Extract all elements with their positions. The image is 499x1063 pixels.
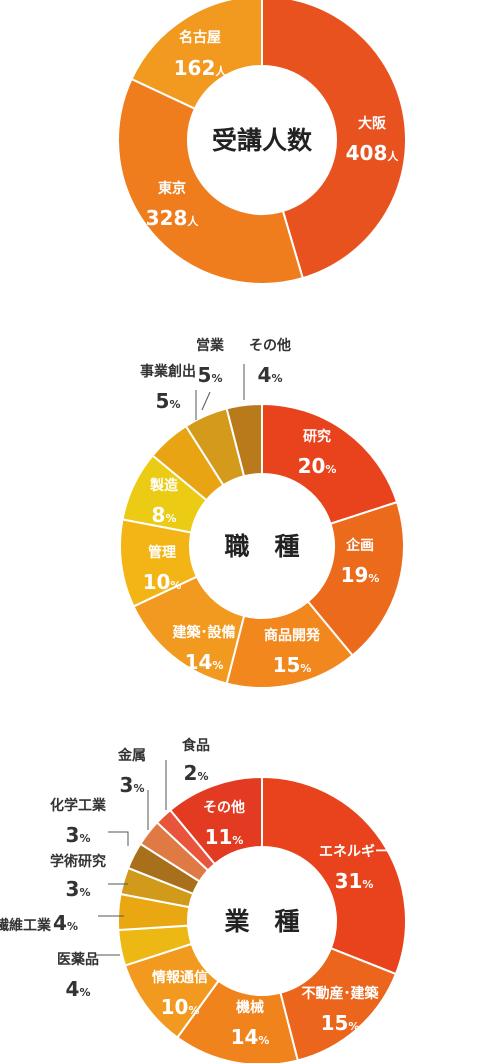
slice-label-3-10: 食品: [182, 737, 210, 754]
slice-label-3-4: 情報通信: [152, 969, 208, 986]
slice-value-3-8: 3%: [66, 823, 91, 847]
slice-label-1-1: 大阪: [358, 115, 387, 132]
slice-label-2-6: 製造: [149, 477, 178, 494]
slice-label-3-5: 医薬品: [57, 951, 99, 968]
slice-value-2-9: 4%: [258, 363, 283, 387]
slice-label-3-7: 学術研究: [50, 853, 106, 870]
slice-value-1-2: 328人: [146, 206, 200, 230]
slice-value-2-2: 19%: [341, 563, 380, 587]
slice-value-2-3: 15%: [273, 653, 312, 677]
slice-label-3-11: その他: [203, 799, 245, 816]
leader-line-3-8: [108, 831, 129, 846]
slice-value-3-11: 11%: [205, 825, 244, 849]
chart-title-2: 職 種: [224, 532, 299, 561]
slice-3-1: [261, 775, 407, 976]
slice-value-2-5: 10%: [143, 570, 182, 594]
slice-label-3-6: 繊維工業 4%: [0, 911, 78, 935]
slice-label-2-7: 事業創出: [140, 363, 196, 380]
slice-label-2-8: 営業: [196, 337, 225, 354]
slice-value-3-5: 4%: [66, 977, 91, 1001]
slice-label-2-1: 研究: [303, 428, 331, 445]
slice-value-3-1: 31%: [335, 869, 374, 893]
slice-label-2-2: 企画: [345, 537, 374, 554]
slice-value-2-4: 14%: [185, 650, 224, 674]
donut-chart-2: 職 種 研究 20% 企画 19% 商品開発 15% 建築･設備 14% 管理 10% 製造 8% 事業創…: [119, 337, 405, 689]
slice-label-1-3: 名古屋: [179, 29, 221, 46]
slice-value-2-1: 20%: [298, 454, 337, 478]
slice-3-11: [168, 775, 263, 866]
slice-value-1-3: 162人: [174, 56, 228, 80]
chart-title-3: 業 種: [224, 907, 299, 936]
slice-label-3-1: エネルギー: [319, 843, 389, 860]
slice-label-3-8: 化学工業: [50, 797, 107, 814]
slice-1-3: [130, 0, 263, 110]
chart-title-1: 受講人数: [212, 126, 313, 155]
slice-value-3-9: 3%: [120, 773, 145, 797]
slice-label-2-5: 管理: [148, 544, 176, 561]
slice-2-2: [306, 500, 405, 657]
slice-label-3-3: 機械: [236, 999, 264, 1016]
slice-value-2-6: 8%: [152, 503, 177, 527]
slice-2-9: [225, 402, 263, 478]
donut-chart-3: 業 種 エネルギー 31% 不動産･建築 15% 機械 14% 情報通信 10% 医薬品 4% 繊維工…: [0, 737, 407, 1063]
slice-2-1: [261, 402, 399, 526]
slice-value-2-7: 5%: [156, 389, 181, 413]
slice-value-1-1: 408人: [346, 141, 400, 165]
slice-1-1: [261, 0, 407, 280]
slice-value-3-3: 14%: [231, 1025, 270, 1049]
slice-label-2-3: 商品開発: [264, 627, 321, 644]
slice-label-2-4: 建築･設備: [173, 624, 236, 641]
slice-label-3-2: 不動産･建築: [302, 985, 380, 1002]
slice-value-3-10: 2%: [184, 761, 209, 785]
leader-line-2-8: [201, 391, 211, 411]
slice-value-3-2: 15%: [321, 1011, 360, 1035]
slice-value-3-7: 3%: [66, 877, 91, 901]
slice-value-2-8: 5%: [198, 363, 223, 387]
slice-value-3-4: 10%: [161, 995, 200, 1019]
slice-label-3-9: 金属: [117, 747, 146, 764]
slice-1-2: [117, 77, 304, 285]
slice-label-1-2: 東京: [158, 180, 186, 197]
slice-label-2-9: その他: [249, 337, 291, 354]
